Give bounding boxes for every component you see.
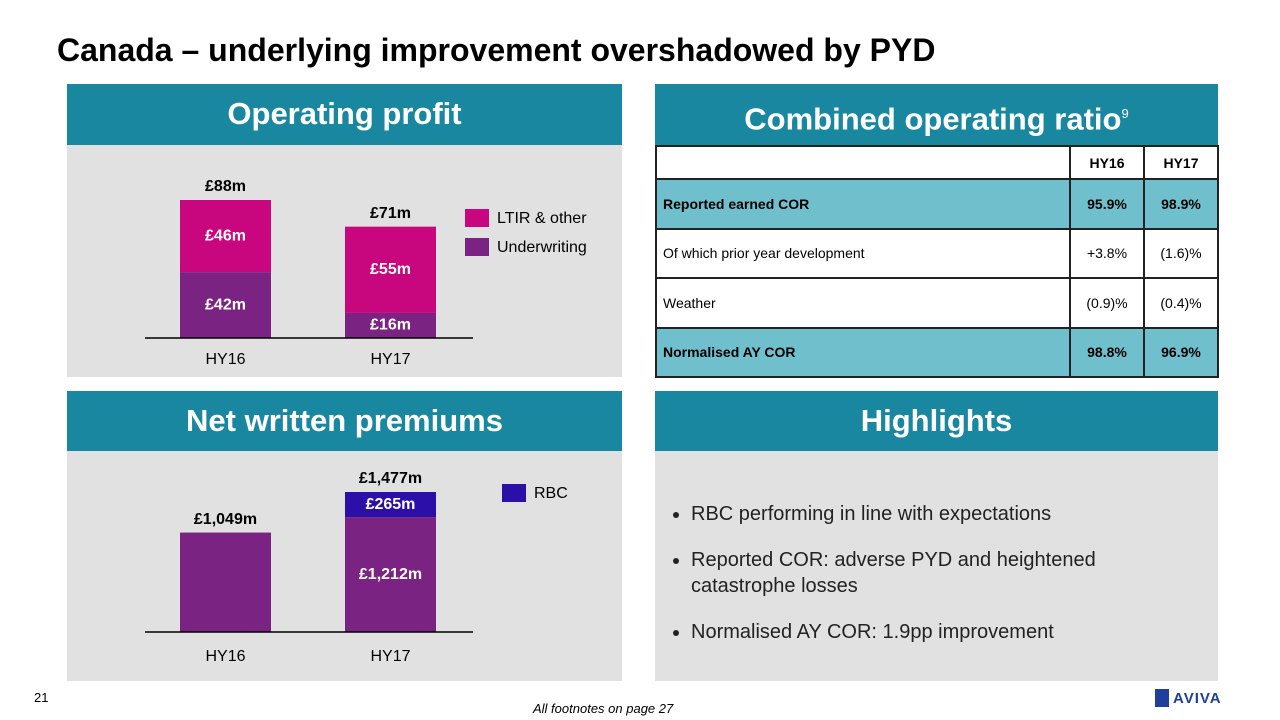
value-label: £16m [370, 317, 411, 334]
footnote-ref: 9 [1121, 106, 1129, 121]
panel-body: £42m £46m £88m HY16 £16m £55m £71m HY17 LTIR & o… [67, 145, 622, 377]
logo-text: AVIVA [1173, 689, 1222, 707]
slide-title: Canada – underlying improvement overshad… [57, 32, 936, 68]
footnote: All footnotes on page 27 [533, 701, 674, 716]
row-label: Of which prior year development [655, 227, 1071, 279]
category-label: HY17 [370, 648, 410, 665]
table-row: Of which prior year development +3.8% (1.6… [655, 227, 1219, 279]
table-row: Normalised AY COR 98.8% 96.9% [655, 326, 1219, 378]
category-label: HY17 [370, 351, 410, 368]
bullet-list: RBC performing in line with expectations… [669, 501, 1191, 665]
bar-segment [180, 272, 271, 338]
panel-body: RBC performing in line with expectations… [655, 451, 1218, 681]
cell: 98.9% [1143, 178, 1219, 230]
value-label: £1,212m [359, 566, 422, 583]
bar-segment [345, 312, 436, 338]
bar-segment [180, 532, 271, 632]
legend-label: LTIR & other [497, 210, 587, 227]
panel-body: £1,049m HY16 £1,212m £265m £1,477m HY17 RBC [67, 451, 622, 681]
row-label: Normalised AY COR [655, 326, 1071, 378]
value-label: £55m [370, 261, 411, 278]
row-label: Reported earned COR [655, 178, 1071, 230]
header-cell: HY17 [1143, 145, 1219, 180]
bar-segment [345, 517, 436, 632]
panel-header: Net written premiums [67, 391, 622, 451]
cell: 95.9% [1069, 178, 1145, 230]
panel-header: Combined operating ratio9 [655, 84, 1218, 145]
cell: +3.8% [1069, 227, 1145, 279]
value-label: £265m [366, 496, 416, 513]
value-label: £42m [205, 296, 246, 313]
bullet: Reported COR: adverse PYD and heightened… [691, 547, 1191, 599]
panel-header: Operating profit [67, 84, 622, 145]
cell: (1.6)% [1143, 227, 1219, 279]
header-cell: HY16 [1069, 145, 1145, 180]
category-label: HY16 [205, 351, 245, 368]
table-title: Combined operating ratio [744, 101, 1122, 137]
category-label: HY16 [205, 648, 245, 665]
row-label: Weather [655, 277, 1071, 329]
legend-label: Underwriting [497, 239, 587, 256]
cell: (0.4)% [1143, 277, 1219, 329]
legend-swatch [502, 484, 526, 502]
legend-label: RBC [534, 485, 568, 502]
total-label: £1,477m [359, 470, 422, 487]
total-label: £71m [370, 205, 411, 222]
chart: £42m £46m £88m HY16 £16m £55m £71m HY17 LTIR & o… [145, 178, 587, 368]
bullet: RBC performing in line with expectations [691, 501, 1191, 527]
logo: AVIVA [1155, 689, 1222, 707]
logo-mark [1155, 689, 1169, 707]
bar-segment [345, 492, 436, 518]
table-row: Reported earned COR 95.9% 98.9% [655, 178, 1219, 230]
header-row: HY16 HY17 [655, 145, 1219, 180]
cell: 98.8% [1069, 326, 1145, 378]
page-number: 21 [34, 690, 49, 705]
bar-segment [345, 226, 436, 313]
table-row: Weather (0.9)% (0.4)% [655, 277, 1219, 329]
legend-swatch [465, 209, 489, 227]
panel-header: Highlights [655, 391, 1218, 451]
legend-swatch [465, 238, 489, 256]
bar-segment [180, 200, 271, 273]
chart: £1,049m HY16 £1,212m £265m £1,477m HY17 RBC [145, 470, 568, 665]
cell: (0.9)% [1069, 277, 1145, 329]
table: HY16 HY17 Reported earned COR 95.9% 98.9% Of … [655, 145, 1219, 378]
total-label: £88m [205, 178, 246, 195]
cell: 96.9% [1143, 326, 1219, 378]
header-cell [655, 145, 1071, 180]
total-label: £1,049m [194, 511, 257, 528]
value-label: £46m [205, 227, 246, 244]
bullet: Normalised AY COR: 1.9pp improvement [691, 619, 1191, 645]
